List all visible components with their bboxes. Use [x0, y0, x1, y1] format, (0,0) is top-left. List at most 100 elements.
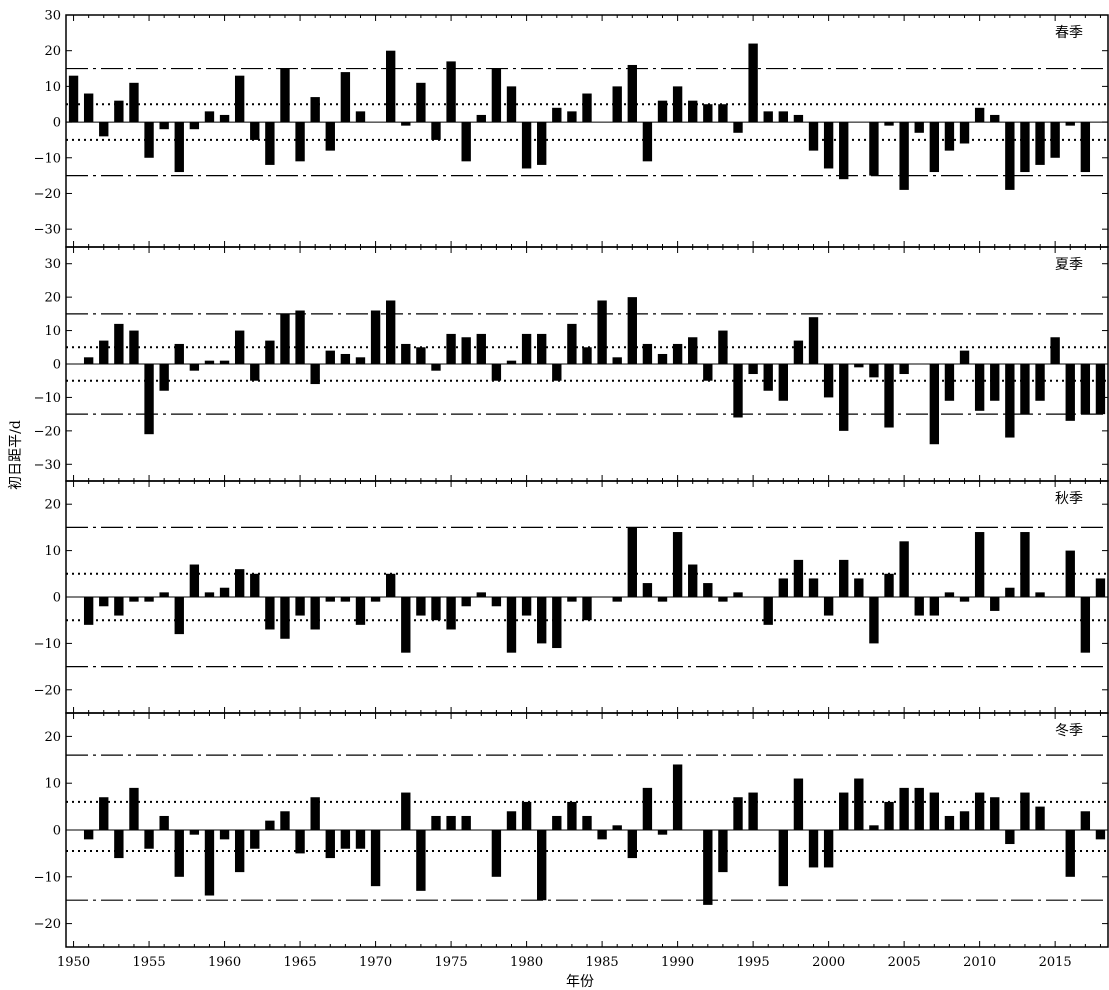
bar-1967: [325, 597, 335, 602]
bar-1968: [340, 72, 351, 123]
bar-2016: [1065, 830, 1075, 877]
bar-1989: [657, 353, 668, 364]
bar-1978: [491, 364, 502, 381]
panel-3: −20 −10 0 10 20 冬季: [34, 712, 1109, 948]
bar-1994: [733, 364, 743, 418]
bar-2003: [869, 364, 879, 378]
bar-1990: [672, 86, 683, 123]
x-tick-label: 1965: [284, 955, 317, 970]
bar-1967: [325, 122, 335, 151]
bar-2012: [1005, 587, 1015, 597]
bar-2009: [959, 122, 970, 144]
bar-2007: [929, 792, 940, 830]
x-tick-label: 2015: [1039, 955, 1072, 970]
bar-1953: [114, 323, 124, 364]
bar-2007: [929, 364, 940, 445]
bar-1984: [582, 597, 592, 621]
bar-1982: [552, 597, 562, 649]
bar-1982: [552, 815, 562, 830]
bar-1954: [129, 330, 139, 364]
bar-1961: [234, 75, 245, 123]
bar-1968: [340, 830, 351, 849]
bar-1992: [703, 830, 713, 905]
x-axis: 1950 1955 1960 1965 1970 1975 1980 1985 1990 1995…: [57, 955, 1072, 970]
bar-1970: [370, 830, 381, 887]
bar-2005: [899, 541, 909, 597]
bar-1961: [234, 569, 245, 597]
bar-1954: [129, 82, 139, 123]
bar-1956: [159, 815, 169, 830]
bar-1963: [265, 597, 275, 630]
y-tick-label: 20: [44, 44, 61, 59]
bar-1961: [234, 830, 245, 873]
bar-1978: [491, 68, 502, 123]
bar-2011: [990, 597, 1000, 611]
bar-1952: [99, 797, 109, 830]
bar-1964: [280, 68, 290, 123]
bar-1953: [114, 597, 124, 616]
bar-1979: [506, 360, 517, 364]
bar-1991: [688, 337, 698, 364]
bar-1969: [355, 357, 366, 364]
bar-1977: [476, 333, 486, 364]
x-tick-label: 2000: [812, 955, 845, 970]
y-tick-label: −10: [34, 637, 61, 652]
bar-1995: [748, 364, 758, 375]
bar-2000: [823, 597, 834, 616]
bar-1951: [83, 597, 94, 625]
bar-1983: [567, 111, 577, 123]
bar-2010: [974, 364, 985, 411]
y-tick-label: −10: [34, 391, 61, 406]
bar-1997: [778, 830, 789, 887]
bar-1972: [401, 597, 411, 653]
panel-2: −20 −10 0 10 20 秋季: [34, 480, 1109, 714]
bar-1983: [567, 597, 577, 602]
bar-1969: [355, 111, 366, 123]
bar-1952: [99, 597, 109, 607]
season-label: 春季: [1055, 25, 1083, 41]
bar-1959: [204, 592, 215, 597]
bar-2008: [944, 815, 955, 830]
bar-2010: [974, 107, 985, 123]
bar-2007: [929, 122, 940, 173]
bar-1976: [461, 815, 471, 830]
bar-2000: [823, 122, 834, 169]
season-label: 秋季: [1055, 491, 1083, 507]
y-tick-label: 0: [53, 116, 61, 131]
bar-1987: [627, 527, 637, 597]
bar-2017: [1080, 364, 1091, 415]
bar-2001: [839, 122, 849, 180]
bar-1960: [219, 587, 230, 597]
bar-1983: [567, 801, 577, 830]
bar-1986: [612, 357, 622, 364]
y-tick-label: 10: [44, 324, 61, 339]
bar-2015: [1050, 122, 1060, 158]
y-tick-label: −10: [34, 151, 61, 166]
bar-1999: [808, 578, 819, 597]
bar-1985: [597, 830, 607, 840]
bar-2004: [884, 364, 894, 428]
bar-1987: [627, 830, 637, 859]
bar-1975: [446, 597, 456, 630]
bar-1969: [355, 830, 366, 849]
bar-1956: [159, 122, 169, 130]
bar-2010: [974, 532, 985, 597]
bar-2013: [1020, 532, 1030, 597]
bar-1995: [748, 43, 758, 123]
bar-2016: [1065, 550, 1075, 597]
bar-1989: [657, 597, 668, 602]
bar-2008: [944, 122, 955, 151]
bar-1979: [506, 597, 517, 653]
bar-1982: [552, 107, 562, 123]
bar-2008: [944, 592, 955, 597]
bar-2003: [869, 122, 879, 176]
bar-2015: [1050, 337, 1060, 364]
bar-1988: [642, 583, 653, 597]
bar-2012: [1005, 122, 1015, 190]
y-tick-label: 20: [44, 730, 61, 745]
bar-1994: [733, 797, 743, 830]
bar-2014: [1035, 364, 1045, 401]
bar-2002: [854, 364, 864, 368]
bar-1997: [778, 364, 789, 401]
bar-1991: [688, 564, 698, 597]
